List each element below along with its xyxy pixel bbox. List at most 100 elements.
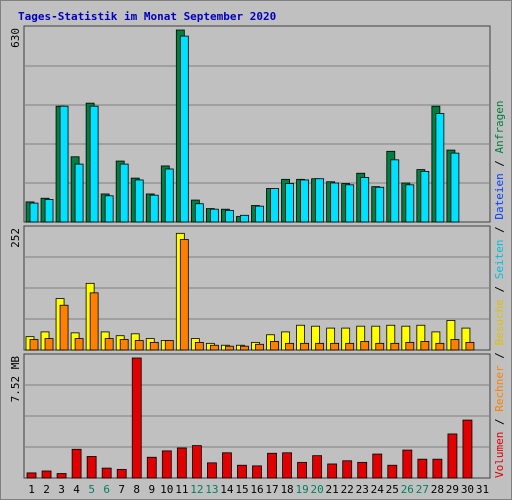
x-tick-label: 6: [103, 483, 110, 496]
bar-volumen-day-19: [297, 461, 307, 479]
bar-volumen-day-28: [432, 458, 443, 479]
bar-volumen-day-3: [56, 473, 67, 479]
x-tick-label: 1: [28, 483, 35, 496]
bar-rechner-day-17: [270, 341, 279, 351]
bar-rechner-day-25: [390, 342, 400, 351]
x-tick-label: 24: [371, 483, 385, 496]
bar-rechner-day-12: [194, 341, 204, 351]
bar-volumen-day-21: [327, 463, 338, 479]
bar-rechner-day-15: [240, 345, 249, 351]
bar-seiten-day-23: [360, 177, 370, 223]
x-tick-label: 15: [235, 483, 248, 496]
ymax-label-requests: 630: [9, 28, 22, 48]
bar-rechner-day-6: [104, 338, 114, 351]
bar-volumen-day-10: [161, 450, 172, 479]
bar-volumen-day-24: [372, 453, 383, 479]
bar-seiten-day-15: [240, 214, 249, 223]
legend-entry: /: [493, 220, 506, 240]
chart-title: Tages-Statistik im Monat September 2020: [18, 10, 276, 23]
x-tick-label: 19: [295, 483, 308, 496]
x-tick-label: 13: [205, 483, 218, 496]
x-tick-label: 11: [175, 483, 188, 496]
bar-volumen-day-18: [282, 452, 292, 479]
x-tick-label: 12: [190, 483, 203, 496]
bar-rechner-day-28: [435, 342, 445, 351]
x-tick-label: 31: [476, 483, 489, 496]
bar-volumen-day-12: [191, 445, 202, 479]
bar-seiten-day-7: [119, 163, 129, 223]
bar-volumen-day-4: [71, 448, 82, 479]
x-tick-label: 30: [461, 483, 474, 496]
bar-volumen-day-20: [312, 455, 323, 479]
legend-entry: /: [493, 412, 506, 432]
legend-entry: /: [493, 346, 506, 366]
bar-rechner-day-1: [29, 339, 39, 351]
x-tick-label: 26: [401, 483, 414, 496]
bar-volumen-day-2: [41, 470, 52, 479]
bar-volumen-day-15: [237, 464, 247, 479]
bar-volumen-day-5: [86, 456, 97, 479]
bar-seiten-day-4: [74, 163, 84, 223]
bar-seiten-day-22: [345, 184, 355, 223]
bar-rechner-day-24: [375, 342, 385, 351]
x-tick-label: 3: [58, 483, 65, 496]
x-tick-label: 10: [160, 483, 173, 496]
ymax-label-visits: 252: [9, 228, 22, 248]
bar-seiten-day-10: [164, 168, 174, 223]
bar-seiten-day-14: [225, 210, 234, 223]
legend-entry: Besuche: [493, 299, 506, 345]
bar-rechner-day-2: [44, 338, 54, 351]
bar-rechner-day-26: [405, 341, 415, 351]
bar-volumen-day-11: [176, 447, 187, 479]
bar-rechner-day-23: [360, 341, 370, 351]
bar-volumen-day-25: [387, 464, 398, 479]
bar-rechner-day-22: [345, 342, 355, 351]
x-tick-label: 16: [250, 483, 263, 496]
bar-volumen-day-29: [447, 433, 458, 479]
bar-rechner-day-7: [119, 339, 129, 351]
bar-volumen-day-13: [207, 462, 217, 479]
legend-entry: /: [493, 153, 506, 173]
bar-seiten-day-1: [29, 202, 39, 223]
ymax-label-volume: 7.52 MB: [9, 356, 22, 403]
bar-rechner-day-13: [209, 344, 219, 351]
x-tick-label: 9: [148, 483, 155, 496]
bar-volumen-day-27: [417, 458, 428, 479]
bar-seiten-day-19: [300, 179, 309, 223]
bar-rechner-day-30: [465, 341, 475, 351]
bar-rechner-day-8: [134, 340, 144, 351]
x-tick-label: 7: [118, 483, 125, 496]
bar-volumen-day-16: [252, 465, 262, 479]
bar-rechner-day-21: [330, 342, 340, 351]
bar-volumen-day-30: [462, 419, 473, 479]
bar-seiten-day-18: [285, 183, 294, 223]
x-tick-label: 28: [431, 483, 444, 496]
bar-rechner-day-20: [315, 342, 325, 351]
bar-seiten-day-5: [89, 105, 99, 223]
bar-seiten-day-3: [59, 105, 69, 223]
x-tick-label: 22: [341, 483, 354, 496]
x-tick-label: 8: [133, 483, 140, 496]
bar-seiten-day-8: [134, 179, 144, 223]
x-tick-label: 20: [311, 483, 324, 496]
bar-volumen-day-26: [402, 449, 413, 479]
legend-right: Volumen / Rechner / Besuche / Seiten / D…: [493, 100, 506, 478]
bar-rechner-day-11: [179, 239, 189, 351]
bar-seiten-day-16: [255, 205, 264, 223]
bar-volumen-day-9: [146, 456, 157, 479]
bar-rechner-day-16: [255, 343, 264, 351]
bar-rechner-day-5: [89, 292, 99, 351]
bar-volumen-day-7: [116, 468, 127, 479]
bar-seiten-day-26: [405, 184, 415, 223]
x-tick-label: 27: [416, 483, 429, 496]
bar-seiten-day-6: [104, 195, 114, 223]
legend-entry: Dateien: [493, 173, 506, 219]
legend-entry: Rechner: [493, 365, 506, 412]
bar-rechner-day-18: [285, 342, 294, 351]
bar-volumen-day-6: [101, 467, 112, 479]
bar-rechner-day-4: [74, 338, 84, 351]
bar-rechner-day-29: [450, 339, 460, 351]
x-tick-label: 14: [220, 483, 234, 496]
bar-seiten-day-28: [435, 113, 445, 223]
x-tick-label: 18: [280, 483, 293, 496]
